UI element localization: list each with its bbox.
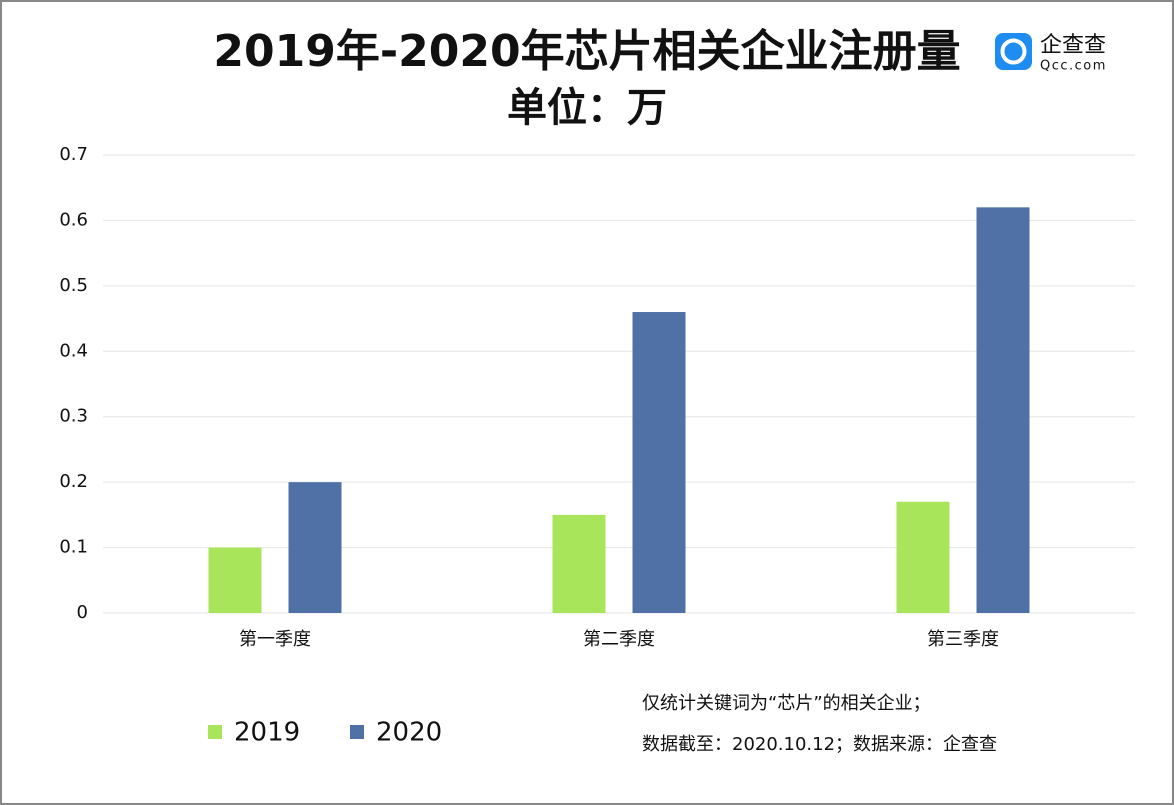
x-tick-label: 第一季度 <box>239 629 311 650</box>
legend-swatch <box>208 725 222 739</box>
y-tick-label: 0.2 <box>59 471 88 492</box>
note: 数据截至：2020.10.12；数据来源：企查查 <box>642 734 997 755</box>
logo-icon-ring <box>1000 38 1027 65</box>
x-tick-label: 第二季度 <box>583 629 655 650</box>
logo-name: 企查查 <box>1040 33 1106 58</box>
logo-site: Qcc.com <box>1040 59 1107 74</box>
legend-label: 2020 <box>376 718 442 748</box>
legend-label: 2019 <box>234 718 300 748</box>
legend-swatch <box>350 725 364 739</box>
y-tick-label: 0.6 <box>59 209 88 230</box>
logo-icon <box>995 33 1032 70</box>
note: 仅统计关键词为“芯片”的相关企业； <box>642 693 931 714</box>
x-tick-label: 第三季度 <box>927 629 999 650</box>
bar <box>632 312 686 613</box>
bar <box>288 482 342 613</box>
y-tick-label: 0 <box>77 602 88 623</box>
y-tick-label: 0.3 <box>59 406 88 427</box>
bar <box>208 547 262 613</box>
chart-subtitle: 单位：万 <box>507 85 667 131</box>
y-tick-label: 0.1 <box>59 537 88 558</box>
chart-title: 2019年-2020年芯片相关企业注册量 <box>213 26 960 77</box>
bar <box>552 514 606 613</box>
y-tick-label: 0.7 <box>59 144 88 165</box>
bar <box>976 207 1030 614</box>
bar <box>896 501 950 613</box>
y-tick-label: 0.4 <box>59 340 88 361</box>
y-tick-label: 0.5 <box>59 275 88 296</box>
